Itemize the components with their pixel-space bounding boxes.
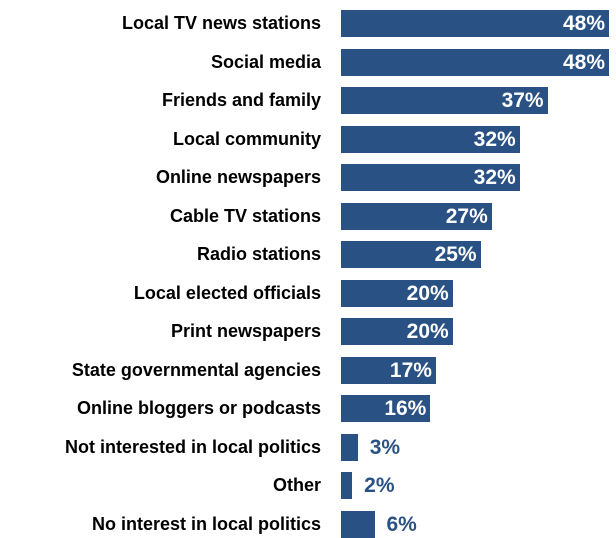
category-label: Online bloggers or podcasts [76, 398, 321, 418]
bar [341, 87, 548, 114]
data-label: 48% [562, 50, 605, 74]
data-label: 3% [369, 435, 401, 459]
data-label: 37% [501, 89, 544, 112]
category-label: Cable TV stations [169, 205, 321, 226]
data-label: 25% [434, 243, 477, 266]
bar [341, 510, 375, 538]
bar [341, 395, 431, 422]
data-label: 16% [384, 397, 427, 420]
category-label: Not interested in local politics [64, 436, 321, 457]
category-label: Other [272, 475, 321, 495]
bar [341, 433, 358, 461]
category-label: Local community [172, 128, 321, 149]
data-label: 32% [473, 166, 516, 189]
data-label: 27% [445, 204, 488, 228]
category-label: Local TV news stations [121, 13, 321, 33]
bar [341, 241, 481, 268]
category-label: State governmental agencies [71, 359, 321, 380]
bar [341, 164, 520, 191]
data-label: 32% [473, 127, 516, 151]
category-label: Online newspapers [155, 167, 321, 187]
bar [341, 202, 492, 230]
bar [341, 472, 353, 499]
category-label: No interest in local politics [91, 513, 321, 534]
data-label: 2% [364, 474, 395, 497]
category-label: Print newspapers [170, 321, 321, 341]
category-label: Social media [210, 51, 321, 72]
category-label: Local elected officials [133, 282, 321, 303]
data-label: 48% [562, 12, 605, 35]
category-label: Friends and family [161, 90, 321, 110]
data-label: 20% [406, 281, 449, 305]
bar [341, 318, 453, 345]
data-label: 17% [389, 358, 432, 382]
data-label: 6% [386, 512, 417, 536]
bar [341, 125, 520, 153]
data-label: 20% [406, 320, 449, 343]
bar [341, 10, 609, 37]
bar [341, 356, 436, 384]
bar [341, 48, 609, 76]
category-label: Radio stations [196, 244, 321, 264]
bar [341, 279, 453, 307]
